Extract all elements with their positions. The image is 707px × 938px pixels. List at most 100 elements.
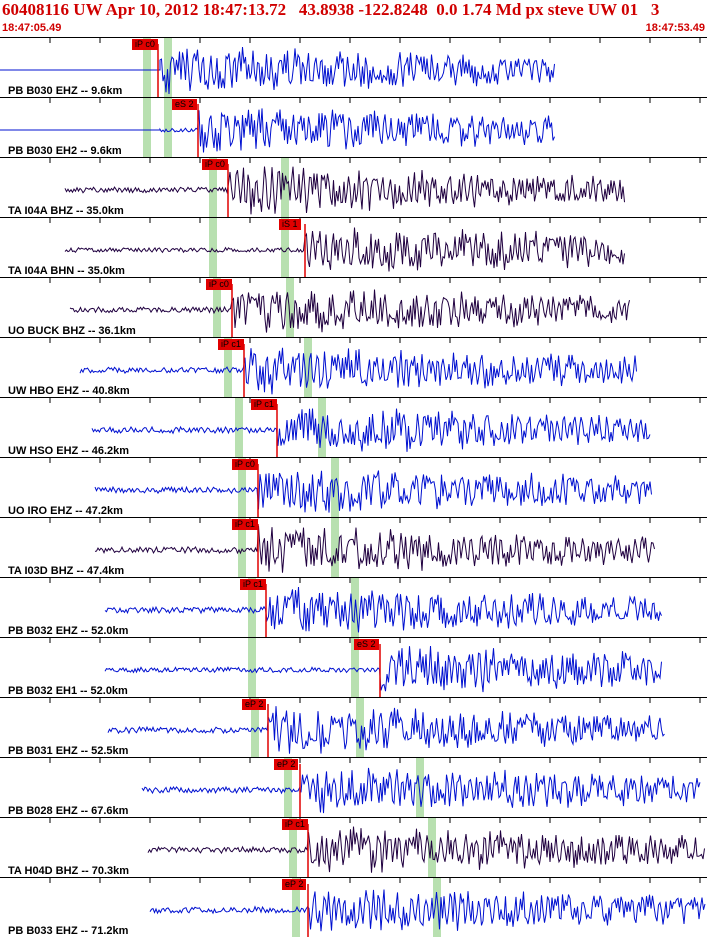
seismogram-svg bbox=[49, 218, 701, 277]
seismogram-svg bbox=[49, 398, 701, 457]
theoretical-arrival-marker bbox=[238, 518, 246, 577]
station-label: PB B032 EH1 -- 52.0km bbox=[8, 685, 128, 697]
station-label: UW HSO EHZ -- 46.2km bbox=[8, 445, 130, 457]
waveform-trace bbox=[141, 767, 701, 814]
theoretical-arrival-marker bbox=[248, 578, 256, 637]
waveform-trace bbox=[94, 525, 655, 573]
seismogram-svg bbox=[49, 278, 701, 337]
phase-pick-flag[interactable]: iP c1 bbox=[218, 339, 244, 350]
seismogram-svg bbox=[49, 878, 706, 937]
seismogram-svg bbox=[0, 98, 701, 157]
trace-panel[interactable]: iP c1 PB B032 EHZ -- 52.0km bbox=[0, 577, 707, 637]
phase-pick-flag[interactable]: eP 2 bbox=[274, 759, 299, 770]
trace-panel[interactable]: iP c1 TA H04D BHZ -- 70.3km bbox=[0, 817, 707, 877]
trace-panel[interactable]: iP c0 PB B030 EHZ -- 9.6km bbox=[0, 37, 707, 97]
phase-pick-flag[interactable]: iP c0 bbox=[202, 159, 228, 170]
event-header: 60408116 UW Apr 10, 2012 18:47:13.72 43.… bbox=[0, 0, 707, 36]
station-label: PB B031 EHZ -- 52.5km bbox=[8, 745, 129, 757]
seismogram-svg bbox=[0, 38, 701, 97]
station-label: TA I03D BHZ -- 47.4km bbox=[8, 565, 125, 577]
theoretical-arrival-marker bbox=[209, 158, 217, 217]
waveform-trace bbox=[94, 470, 652, 513]
theoretical-arrival-marker bbox=[281, 158, 289, 217]
theoretical-arrival-marker bbox=[284, 758, 292, 817]
trace-panel[interactable]: eP 2 PB B033 EHZ -- 71.2km bbox=[0, 877, 707, 937]
phase-pick-flag[interactable]: iP c1 bbox=[282, 819, 308, 830]
waveform-trace bbox=[91, 408, 651, 452]
theoretical-arrival-marker bbox=[235, 398, 243, 457]
station-label: PB B030 EHZ -- 9.6km bbox=[8, 85, 123, 97]
phase-pick-flag[interactable]: iP c1 bbox=[240, 579, 266, 590]
waveform-trace bbox=[0, 46, 555, 95]
trace-panel[interactable]: eS 2 PB B032 EH1 -- 52.0km bbox=[0, 637, 707, 697]
trace-panel[interactable]: iP c0 TA I04A BHZ -- 35.0km bbox=[0, 157, 707, 217]
seismogram-svg bbox=[49, 638, 701, 697]
trace-panel[interactable]: eP 2 PB B028 EHZ -- 67.6km bbox=[0, 757, 707, 817]
seismogram-panels: iP c0 PB B030 EHZ -- 9.6km eS 2 PB B030 EH2… bbox=[0, 37, 707, 938]
theoretical-arrival-marker bbox=[416, 758, 424, 817]
phase-pick-flag[interactable]: eS 2 bbox=[354, 639, 379, 650]
phase-pick-flag[interactable]: eP 2 bbox=[242, 699, 267, 710]
time-start: 18:47:05.49 bbox=[2, 22, 62, 34]
theoretical-arrival-marker bbox=[331, 458, 339, 517]
seismogram-svg bbox=[49, 698, 701, 757]
seismogram-svg bbox=[49, 458, 701, 517]
theoretical-arrival-marker bbox=[209, 218, 217, 277]
theoretical-arrival-marker bbox=[224, 338, 232, 397]
phase-pick-flag[interactable]: eP 2 bbox=[282, 879, 307, 890]
theoretical-arrival-marker bbox=[164, 98, 172, 157]
phase-pick-flag[interactable]: iP c0 bbox=[206, 279, 232, 290]
waveform-trace bbox=[64, 227, 625, 272]
station-label: TA I04A BHN -- 35.0km bbox=[8, 265, 125, 277]
seismogram-svg bbox=[49, 338, 701, 397]
trace-panel[interactable]: iP c1 UW HSO EHZ -- 46.2km bbox=[0, 397, 707, 457]
waveform-trace bbox=[79, 347, 637, 395]
station-label: PB B033 EHZ -- 71.2km bbox=[8, 925, 129, 937]
trace-panel[interactable]: iP c1 UW HBO EHZ -- 40.8km bbox=[0, 337, 707, 397]
phase-pick-flag[interactable]: iS 1 bbox=[279, 219, 301, 230]
theoretical-arrival-marker bbox=[281, 218, 289, 277]
theoretical-arrival-marker bbox=[143, 38, 151, 97]
theoretical-arrival-marker bbox=[143, 98, 151, 157]
trace-panel[interactable]: iP c0 UO IRO EHZ -- 47.2km bbox=[0, 457, 707, 517]
event-title: 60408116 UW Apr 10, 2012 18:47:13.72 43.… bbox=[2, 0, 660, 19]
theoretical-arrival-marker bbox=[304, 338, 312, 397]
theoretical-arrival-marker bbox=[286, 278, 294, 337]
theoretical-arrival-marker bbox=[251, 698, 259, 757]
phase-pick-flag[interactable]: eS 2 bbox=[172, 99, 197, 110]
theoretical-arrival-marker bbox=[351, 638, 359, 697]
trace-panel[interactable]: iP c0 UO BUCK BHZ -- 36.1km bbox=[0, 277, 707, 337]
station-label: TA I04A BHZ -- 35.0km bbox=[8, 205, 124, 217]
theoretical-arrival-marker bbox=[356, 698, 364, 757]
station-label: PB B028 EHZ -- 67.6km bbox=[8, 805, 129, 817]
station-label: UW HBO EHZ -- 40.8km bbox=[8, 385, 130, 397]
trace-panel[interactable]: iS 1 TA I04A BHN -- 35.0km bbox=[0, 217, 707, 277]
trace-panel[interactable]: eP 2 PB B031 EHZ -- 52.5km bbox=[0, 697, 707, 757]
station-label: PB B030 EH2 -- 9.6km bbox=[8, 145, 122, 157]
phase-pick-flag[interactable]: iP c0 bbox=[232, 459, 258, 470]
waveform-trace bbox=[147, 826, 705, 873]
trace-panel[interactable]: iP c1 TA I03D BHZ -- 47.4km bbox=[0, 517, 707, 577]
theoretical-arrival-marker bbox=[164, 38, 172, 97]
seismogram-svg bbox=[49, 158, 701, 217]
seismogram-svg bbox=[49, 758, 701, 817]
theoretical-arrival-marker bbox=[289, 818, 297, 877]
seismogram-svg bbox=[49, 578, 701, 637]
station-label: PB B032 EHZ -- 52.0km bbox=[8, 625, 129, 637]
trace-panel[interactable]: eS 2 PB B030 EH2 -- 9.6km bbox=[0, 97, 707, 157]
time-end: 18:47:53.49 bbox=[645, 22, 705, 34]
waveform-trace bbox=[0, 108, 555, 153]
phase-pick-flag[interactable]: iP c1 bbox=[251, 399, 277, 410]
theoretical-arrival-marker bbox=[248, 638, 256, 697]
waveform-trace bbox=[64, 166, 625, 215]
theoretical-arrival-marker bbox=[331, 518, 339, 577]
seismogram-svg bbox=[49, 818, 705, 877]
station-label: UO IRO EHZ -- 47.2km bbox=[8, 505, 123, 517]
phase-pick-flag[interactable]: iP c1 bbox=[232, 519, 258, 530]
waveform-trace bbox=[107, 706, 665, 754]
station-label: TA H04D BHZ -- 70.3km bbox=[8, 865, 130, 877]
station-label: UO BUCK BHZ -- 36.1km bbox=[8, 325, 136, 337]
phase-pick-flag[interactable]: iP c0 bbox=[132, 39, 158, 50]
waveform-trace bbox=[104, 645, 662, 693]
theoretical-arrival-marker bbox=[292, 878, 300, 937]
